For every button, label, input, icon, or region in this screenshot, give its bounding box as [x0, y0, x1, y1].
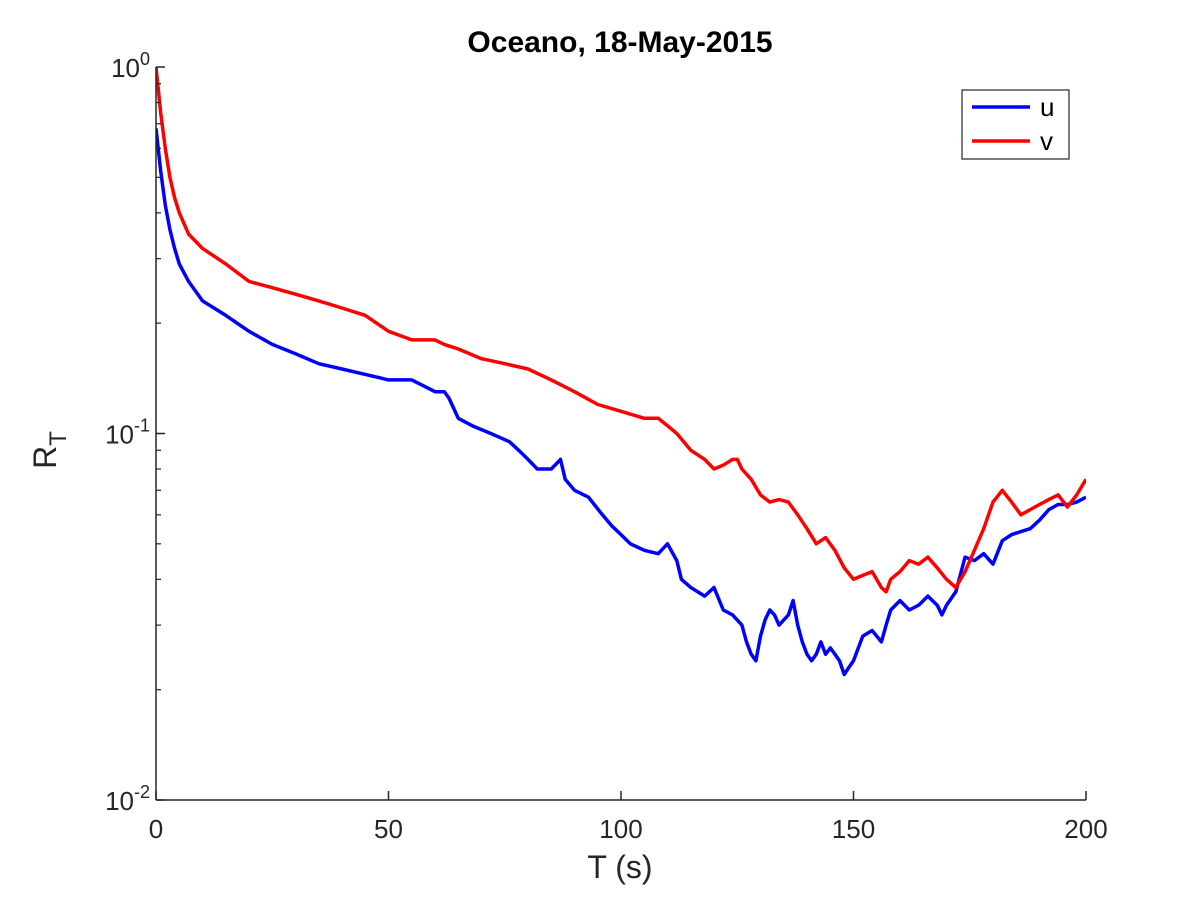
y-tick-label-exponent: -1 [134, 416, 150, 436]
chart-title: Oceano, 18-May-2015 [467, 26, 772, 59]
y-tick-label: 10-2 [105, 782, 150, 816]
y-tick-label-base: 10 [105, 420, 134, 450]
series-line-u [156, 128, 1086, 677]
x-tick-label: 100 [599, 814, 642, 844]
x-axis-label: T (s) [587, 849, 652, 885]
legend-label-v: v [1040, 126, 1053, 156]
y-axis-label-subscript: T [45, 431, 72, 446]
x-tick-label: 150 [832, 814, 875, 844]
y-tick-label: 100 [111, 49, 150, 83]
legend: uv [961, 89, 1070, 160]
series-line-v [156, 67, 1086, 594]
y-tick-label-exponent: 0 [140, 49, 150, 69]
x-tick-label: 0 [149, 814, 163, 844]
x-tick-label: 50 [374, 814, 403, 844]
y-tick-label-exponent: -2 [134, 782, 150, 802]
y-tick-label-base: 10 [105, 786, 134, 816]
legend-label-u: u [1040, 92, 1054, 122]
x-tick-label: 200 [1064, 814, 1107, 844]
y-axis-label: RT [27, 431, 72, 469]
legend-box [961, 89, 1070, 160]
y-tick-label: 10-1 [105, 416, 150, 450]
y-tick-label-base: 10 [111, 53, 140, 83]
y-axis-label-base: R [27, 446, 63, 469]
